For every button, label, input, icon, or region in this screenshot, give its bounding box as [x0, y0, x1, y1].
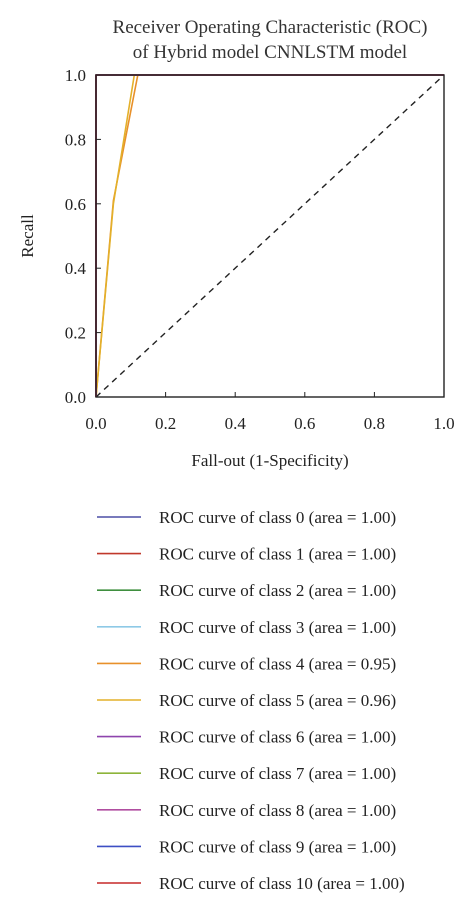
legend-label-class-10: ROC curve of class 10 (area = 1.00)	[159, 874, 405, 893]
x-tick-label: 0.6	[294, 414, 315, 433]
legend-label-class-3: ROC curve of class 3 (area = 1.00)	[159, 618, 396, 637]
x-tick-label: 0.2	[155, 414, 176, 433]
y-tick-label: 0.0	[65, 388, 86, 407]
legend-label-class-4: ROC curve of class 4 (area = 0.95)	[159, 654, 396, 673]
legend-label-class-9: ROC curve of class 9 (area = 1.00)	[159, 837, 396, 856]
legend-label-class-0: ROC curve of class 0 (area = 1.00)	[159, 508, 396, 527]
y-tick-label: 0.4	[65, 259, 87, 278]
chart-title-line-1: Receiver Operating Characteristic (ROC)	[113, 17, 428, 38]
legend: ROC curve of class 0 (area = 1.00) ROC cu…	[97, 508, 405, 893]
chart-title-line-2: of Hybrid model CNNLSTM model	[133, 42, 407, 63]
x-tick-label: 1.0	[433, 414, 454, 433]
y-tick-label: 0.6	[65, 195, 86, 214]
legend-label-class-5: ROC curve of class 5 (area = 0.96)	[159, 691, 396, 710]
y-tick-label: 0.2	[65, 324, 86, 343]
y-tick-label: 0.8	[65, 130, 86, 149]
legend-label-class-2: ROC curve of class 2 (area = 1.00)	[159, 581, 396, 600]
y-tick-label: 1.0	[65, 66, 86, 85]
legend-label-class-8: ROC curve of class 8 (area = 1.00)	[159, 801, 396, 820]
x-tick-label: 0.0	[85, 414, 106, 433]
plot-frame	[95, 74, 445, 398]
legend-label-class-1: ROC curve of class 1 (area = 1.00)	[159, 545, 396, 564]
x-tick-label: 0.4	[225, 414, 247, 433]
legend-label-class-6: ROC curve of class 6 (area = 1.00)	[159, 728, 396, 747]
x-axis-label: Fall-out (1-Specificity)	[191, 451, 348, 470]
x-tick-label: 0.8	[364, 414, 385, 433]
y-axis-label: Recall	[18, 214, 37, 258]
plot-area: 0.0 0.2 0.4 0.6 0.8 1.0 0.0 0.2 0.4 0.6 0.8 1.0	[65, 66, 455, 433]
legend-label-class-7: ROC curve of class 7 (area = 1.00)	[159, 764, 396, 783]
chance-diagonal-line	[95, 74, 445, 398]
